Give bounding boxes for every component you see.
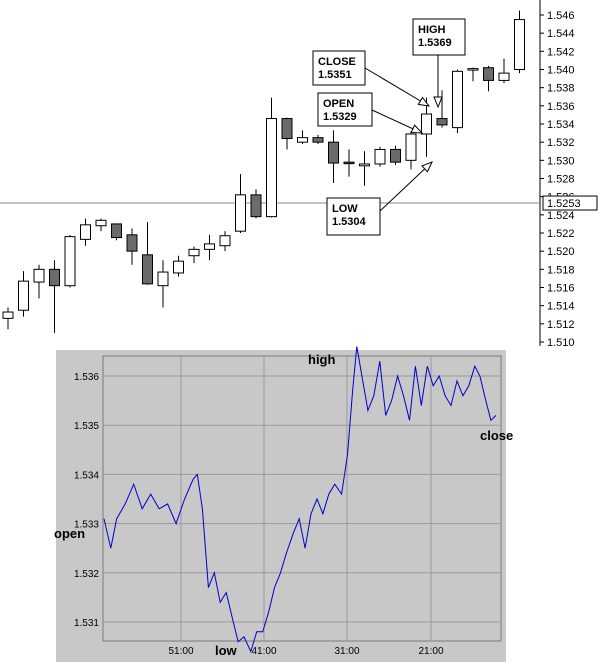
candle-body [328,141,339,164]
candle-body [297,137,308,143]
candle-body [359,163,370,167]
candle-body [498,72,510,81]
candle-body [374,148,386,165]
y-tick-label: 1.542 [547,46,575,58]
candle-body [64,236,76,287]
y-tick-label: 1.514 [547,301,575,313]
candle-body [405,133,417,161]
high-annotation-title: HIGH [418,24,446,36]
candle-body [204,243,215,250]
low-label: low [215,643,238,658]
x-tick-label: 51:00 [168,646,193,657]
y-tick-label: 1.524 [547,210,575,222]
low-annotation-value: 1.5304 [332,216,367,228]
y-tick-label: 1.540 [547,65,575,77]
price-marker-box [542,195,598,211]
x-tick-label: 31:00 [334,646,359,657]
candle-body [95,219,107,227]
high-annotation-box [412,18,466,56]
y-tick-label: 1.522 [547,228,575,240]
candle-body [421,113,432,135]
close-arrowhead [417,96,431,107]
candle-body [467,68,479,71]
candle-body [436,118,448,126]
candle-body [157,271,169,287]
low-arrowhead [421,161,433,173]
plot-area [102,355,502,642]
high-label: high [308,352,335,367]
candle-body [111,223,122,239]
candle-body [235,194,246,232]
candle-body [343,161,355,165]
y-tick-label: 1.518 [547,264,575,276]
y-tick-label: 1.510 [547,337,575,349]
low-annotation-title: LOW [332,203,358,215]
y-tick-label: 1.534 [547,119,575,131]
candle-body [266,118,277,218]
y-tick-label: 1.531 [74,618,99,629]
y-tick-label: 1.532 [547,137,575,149]
candle-body [173,260,184,274]
candle-body [219,235,231,247]
x-tick-label: 21:00 [418,646,443,657]
candle-body [281,118,293,140]
high-annotation-value: 1.5369 [418,37,452,49]
x-tick-label: 41:00 [251,646,276,657]
candle-body [250,194,262,218]
y-tick-label: 1.520 [547,246,575,258]
close-label: close [480,428,513,443]
y-tick-label: 1.538 [547,83,575,95]
y-tick-label: 1.536 [547,101,575,113]
open-label: open [54,526,85,541]
low-arrow [379,161,433,212]
y-tick-label: 1.532 [74,569,99,580]
candle-body [312,137,324,143]
candle-body [49,268,60,287]
y-tick-label: 1.533 [74,520,99,531]
candle-body [33,268,45,283]
price-marker-label: 1.5253 [547,198,581,210]
open-annotation-title: OPEN [323,98,354,110]
y-tick-label: 1.512 [547,319,575,331]
candle-body [188,248,200,257]
close-annotation-title: CLOSE [318,56,356,68]
y-tick-label: 1.535 [74,421,99,432]
candle-body [514,19,525,70]
open-annotation-value: 1.5329 [323,111,357,123]
y-tick-label: 1.544 [547,28,575,40]
candle-body [142,254,153,285]
candle-body [80,224,91,240]
open-annotation-box [317,92,373,127]
high-arrowhead [433,96,443,109]
candle-body [452,70,463,129]
candle-body [18,280,29,311]
y-tick-label: 1.528 [547,174,575,186]
close-arrow [364,67,430,107]
y-tick-label: 1.534 [74,470,99,481]
candlestick-chart: 1.546 1.544 1.542 1.540 1.538 1.536 1.534 1.532… [0,0,598,349]
y-tick-label: 1.536 [74,372,99,383]
y-tick-label: 1.546 [547,10,575,22]
y-tick-label: 1.530 [547,155,575,167]
close-annotation-box [312,50,366,86]
candle-body [2,311,14,319]
candle-body [126,234,138,252]
candle-body [390,148,401,163]
open-arrowhead [410,124,424,134]
low-annotation-box [326,197,381,236]
price-series-line [103,346,497,653]
intraday-line-chart: 1.536 1.535 1.534 1.533 1.532 1.531 51:00 41:00… [54,346,513,662]
close-annotation-value: 1.5351 [318,69,352,81]
candle-body [483,67,494,81]
y-tick-label: 1.516 [547,283,575,295]
